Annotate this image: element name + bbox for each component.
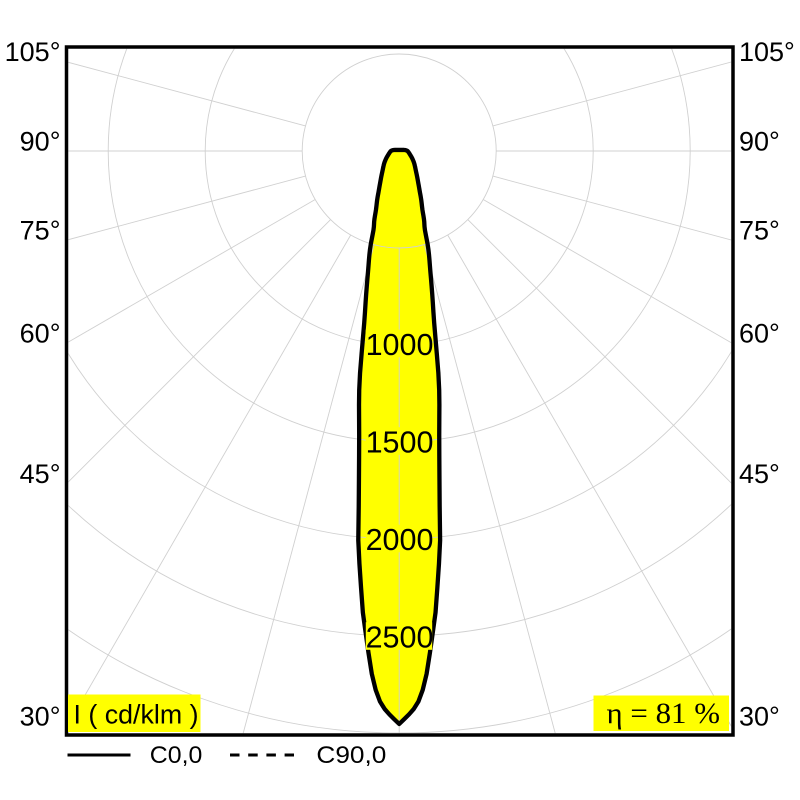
- svg-text:2500: 2500: [366, 620, 434, 654]
- svg-text:90°: 90°: [20, 126, 61, 156]
- svg-text:60°: 60°: [20, 319, 61, 349]
- svg-text:1500: 1500: [366, 425, 434, 459]
- svg-text:60°: 60°: [739, 319, 780, 349]
- svg-text:30°: 30°: [20, 702, 61, 732]
- svg-text:90°: 90°: [739, 126, 780, 156]
- svg-text:45°: 45°: [20, 459, 61, 489]
- svg-text:105°: 105°: [5, 37, 61, 67]
- svg-text:105°: 105°: [739, 37, 795, 67]
- svg-text:2000: 2000: [366, 523, 434, 557]
- svg-text:1000: 1000: [366, 328, 434, 362]
- svg-text:C0,0: C0,0: [150, 742, 203, 769]
- svg-text:45°: 45°: [739, 459, 780, 489]
- svg-text:75°: 75°: [20, 216, 61, 246]
- svg-text:30°: 30°: [739, 702, 780, 732]
- svg-text:η = 81 %: η = 81 %: [607, 697, 721, 730]
- svg-text:75°: 75°: [739, 216, 780, 246]
- svg-text:I ( cd/klm ): I ( cd/klm ): [74, 699, 199, 729]
- svg-text:C90,0: C90,0: [316, 742, 386, 769]
